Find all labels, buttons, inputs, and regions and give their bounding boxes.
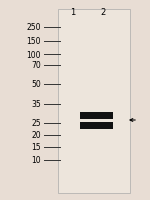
Text: 10: 10 (31, 156, 41, 165)
Text: 2: 2 (100, 8, 106, 17)
Text: 1: 1 (70, 8, 76, 17)
Text: 25: 25 (31, 119, 41, 128)
Text: 15: 15 (31, 143, 41, 152)
Text: 20: 20 (31, 131, 41, 140)
Text: 50: 50 (31, 80, 41, 89)
Bar (80, 112, 113, 119)
Text: 100: 100 (27, 50, 41, 59)
Text: 35: 35 (31, 100, 41, 109)
Text: 150: 150 (27, 37, 41, 46)
Text: 70: 70 (31, 61, 41, 70)
Text: 250: 250 (27, 23, 41, 32)
Bar (58, 10, 130, 193)
Bar (80, 122, 113, 129)
